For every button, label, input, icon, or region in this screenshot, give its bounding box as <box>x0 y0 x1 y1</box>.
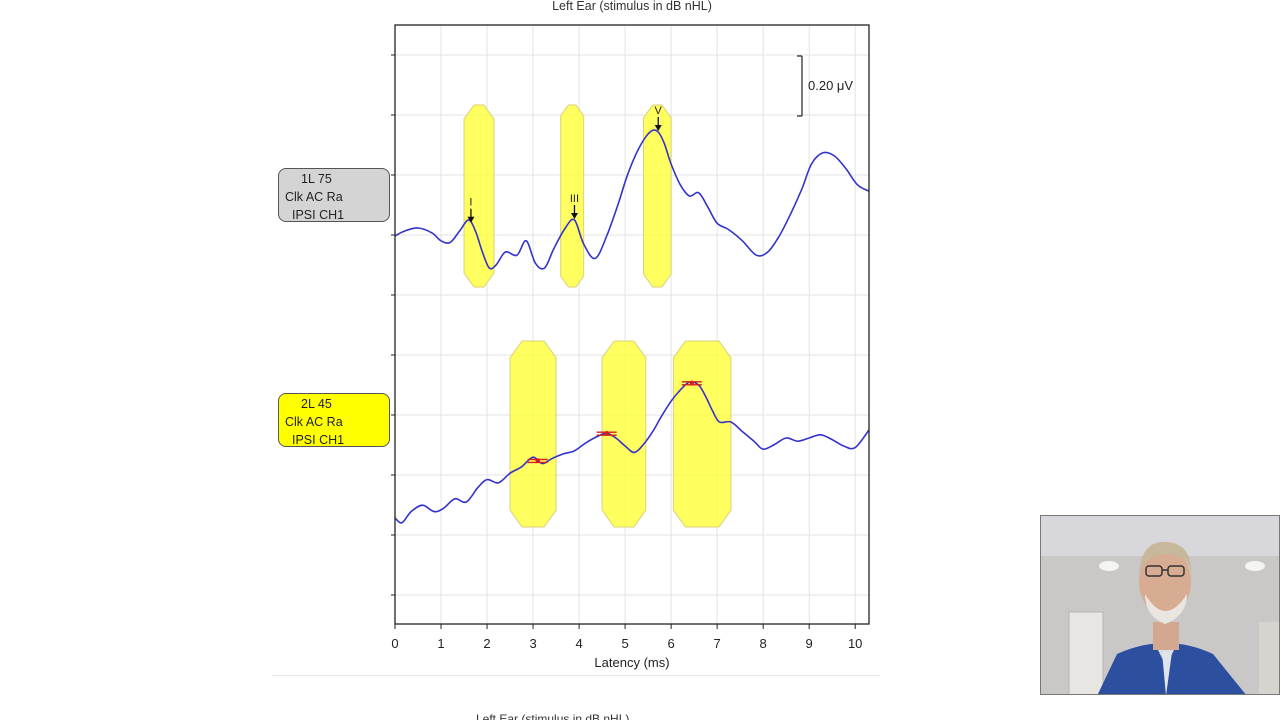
plot-frame <box>394 24 870 625</box>
trace-label-2l45[interactable]: 2L 45 Clk AC Ra IPSI CH1 <box>278 393 390 447</box>
report-separator <box>272 675 880 676</box>
peak-window[interactable] <box>601 340 647 528</box>
latency-mark-dot <box>535 458 540 463</box>
x-tick-label: 10 <box>848 636 862 651</box>
x-tick-label: 8 <box>760 636 767 651</box>
peak-window[interactable] <box>560 104 585 288</box>
peak-window[interactable] <box>672 340 732 528</box>
x-tick-label: 9 <box>806 636 813 651</box>
peak-window[interactable] <box>643 104 672 288</box>
scale-bar-label: 0.20 μV <box>808 78 853 93</box>
x-tick-label: 5 <box>621 636 628 651</box>
x-tick-label: 7 <box>714 636 721 651</box>
peak-label: III <box>570 193 579 205</box>
latency-mark-dot <box>604 431 609 436</box>
presenter-video <box>1041 516 1279 694</box>
latency-mark-dot <box>689 380 695 385</box>
peak-label: V <box>655 105 663 117</box>
peak-window[interactable] <box>509 340 557 528</box>
x-tick-label: 6 <box>667 636 674 651</box>
x-tick-label: 3 <box>529 636 536 651</box>
peak-arrow-head <box>467 216 475 223</box>
trace-label-line: Clk AC Ra <box>285 190 343 204</box>
trace-label-1l75[interactable]: 1L 75 Clk AC Ra IPSI CH1 <box>278 168 390 222</box>
x-tick-label: 4 <box>575 636 582 651</box>
trace-label-line: IPSI CH1 <box>292 433 345 447</box>
chart-title: Left Ear (stimulus in dB nHL) <box>552 0 712 13</box>
x-tick-label: 0 <box>391 636 398 651</box>
peak-label: I <box>469 197 472 209</box>
peak-window[interactable] <box>463 104 495 288</box>
peak-arrow-head <box>654 125 662 131</box>
trace-label-line: 2L 45 <box>301 397 332 411</box>
waveform-1l-75[interactable] <box>394 129 870 270</box>
waveform-2l-45[interactable] <box>394 381 870 524</box>
webcam-overlay <box>1040 515 1280 695</box>
x-tick-label: 2 <box>483 636 490 651</box>
peak-arrow-head <box>570 213 578 219</box>
trace-label-line: IPSI CH1 <box>292 208 345 222</box>
trace-label-line: Clk AC Ra <box>285 415 343 429</box>
trace-label-line: 1L 75 <box>301 172 332 186</box>
x-axis-label: Latency (ms) <box>594 655 669 670</box>
x-tick-label: 1 <box>437 636 444 651</box>
next-chart-title: Left Ear (stimulus in dB nHL) <box>476 712 630 720</box>
